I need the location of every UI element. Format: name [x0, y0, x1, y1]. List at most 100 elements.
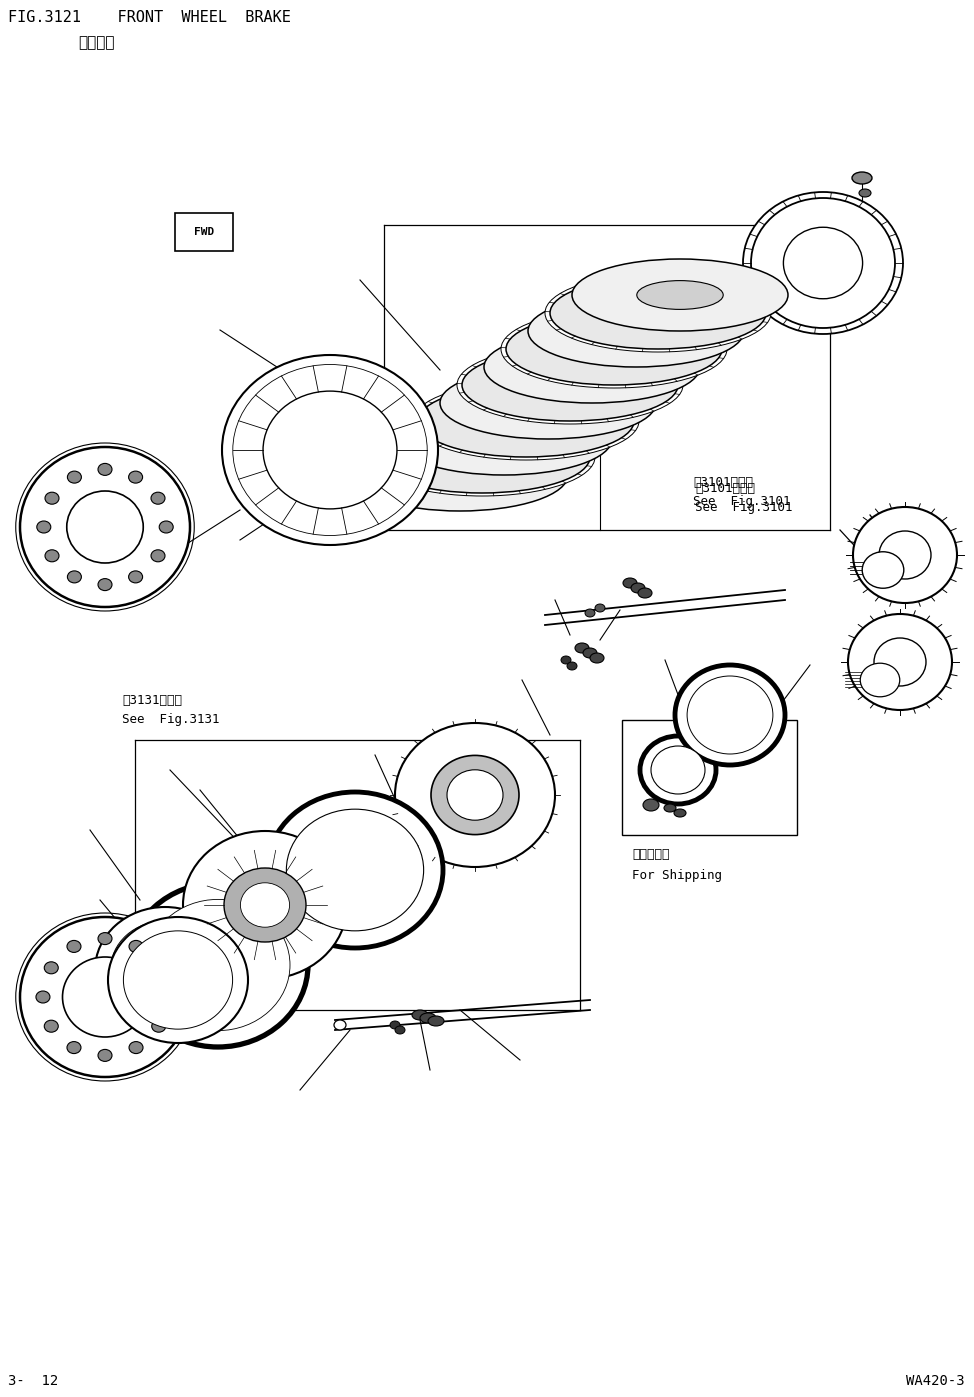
Ellipse shape	[159, 521, 173, 534]
Ellipse shape	[575, 643, 589, 652]
Ellipse shape	[45, 492, 59, 504]
Ellipse shape	[561, 657, 571, 664]
Ellipse shape	[267, 792, 443, 949]
Ellipse shape	[783, 228, 863, 299]
Ellipse shape	[98, 578, 112, 591]
Bar	[622, 719, 797, 835]
Ellipse shape	[98, 1049, 112, 1062]
Ellipse shape	[643, 799, 659, 812]
Ellipse shape	[412, 1010, 428, 1020]
Ellipse shape	[413, 381, 639, 460]
Ellipse shape	[572, 258, 788, 331]
Ellipse shape	[224, 868, 306, 942]
Ellipse shape	[853, 507, 957, 604]
Ellipse shape	[569, 334, 659, 365]
Ellipse shape	[420, 1013, 436, 1023]
Ellipse shape	[461, 425, 547, 454]
Ellipse shape	[128, 883, 308, 1046]
Ellipse shape	[67, 940, 81, 953]
Ellipse shape	[440, 367, 656, 439]
Ellipse shape	[98, 464, 112, 475]
Ellipse shape	[124, 930, 233, 1030]
Text: 前轮制动: 前轮制动	[78, 35, 115, 50]
Text: 第3131图参阅: 第3131图参阅	[122, 693, 182, 707]
Ellipse shape	[623, 578, 637, 588]
Ellipse shape	[418, 386, 634, 457]
Ellipse shape	[593, 317, 679, 345]
Ellipse shape	[67, 490, 143, 563]
Ellipse shape	[687, 676, 773, 754]
Ellipse shape	[743, 191, 903, 334]
Text: FIG.3121    FRONT  WHEEL  BRAKE: FIG.3121 FRONT WHEEL BRAKE	[8, 10, 291, 25]
Ellipse shape	[241, 883, 289, 928]
Text: 第3101图参阅: 第3101图参阅	[693, 476, 753, 489]
Text: 第3101图参阅: 第3101图参阅	[695, 482, 755, 495]
Ellipse shape	[548, 352, 635, 381]
Ellipse shape	[751, 198, 895, 328]
Text: 3-  12: 3- 12	[8, 1375, 58, 1389]
Ellipse shape	[222, 355, 438, 545]
Ellipse shape	[95, 907, 235, 1032]
Ellipse shape	[286, 809, 424, 930]
Ellipse shape	[505, 388, 591, 418]
Ellipse shape	[352, 439, 568, 511]
Ellipse shape	[436, 441, 527, 472]
Ellipse shape	[585, 609, 595, 617]
Ellipse shape	[369, 418, 595, 496]
Ellipse shape	[306, 446, 370, 506]
Ellipse shape	[160, 990, 174, 1003]
Ellipse shape	[457, 346, 683, 425]
Ellipse shape	[146, 900, 290, 1031]
Ellipse shape	[20, 916, 190, 1077]
Ellipse shape	[550, 277, 766, 349]
Ellipse shape	[640, 736, 716, 805]
Ellipse shape	[44, 961, 58, 974]
Ellipse shape	[595, 604, 605, 612]
Ellipse shape	[874, 638, 926, 686]
Ellipse shape	[45, 550, 59, 562]
Ellipse shape	[108, 916, 248, 1044]
Ellipse shape	[637, 281, 724, 309]
Ellipse shape	[447, 770, 503, 820]
Ellipse shape	[860, 664, 900, 697]
Ellipse shape	[151, 550, 165, 562]
Text: WA420-3: WA420-3	[907, 1375, 965, 1389]
Ellipse shape	[129, 1042, 143, 1053]
Ellipse shape	[314, 454, 362, 499]
Ellipse shape	[268, 446, 332, 504]
Ellipse shape	[567, 662, 577, 671]
Ellipse shape	[20, 447, 190, 608]
Ellipse shape	[528, 295, 744, 367]
Text: See  Fig.3101: See Fig.3101	[695, 500, 793, 514]
Ellipse shape	[484, 331, 700, 402]
Ellipse shape	[110, 921, 219, 1020]
Ellipse shape	[390, 1021, 400, 1030]
Ellipse shape	[396, 402, 612, 475]
Ellipse shape	[263, 391, 397, 509]
Ellipse shape	[241, 453, 289, 497]
Ellipse shape	[651, 746, 705, 793]
Ellipse shape	[276, 453, 324, 497]
Text: For Shipping: For Shipping	[632, 869, 722, 882]
Ellipse shape	[334, 1020, 346, 1030]
Ellipse shape	[583, 648, 597, 658]
Ellipse shape	[98, 933, 112, 944]
Ellipse shape	[862, 552, 904, 588]
Ellipse shape	[395, 1025, 405, 1034]
Ellipse shape	[480, 407, 572, 436]
Ellipse shape	[233, 446, 297, 504]
Ellipse shape	[501, 310, 727, 388]
Ellipse shape	[525, 370, 616, 400]
Ellipse shape	[374, 420, 590, 493]
Ellipse shape	[859, 189, 871, 197]
Ellipse shape	[151, 492, 165, 504]
Ellipse shape	[613, 298, 703, 328]
Ellipse shape	[506, 313, 722, 386]
Ellipse shape	[67, 571, 82, 583]
Ellipse shape	[67, 471, 82, 483]
Ellipse shape	[545, 274, 771, 352]
Ellipse shape	[129, 571, 142, 583]
Ellipse shape	[638, 588, 652, 598]
Ellipse shape	[152, 1020, 166, 1032]
Text: FWD: FWD	[194, 226, 214, 237]
